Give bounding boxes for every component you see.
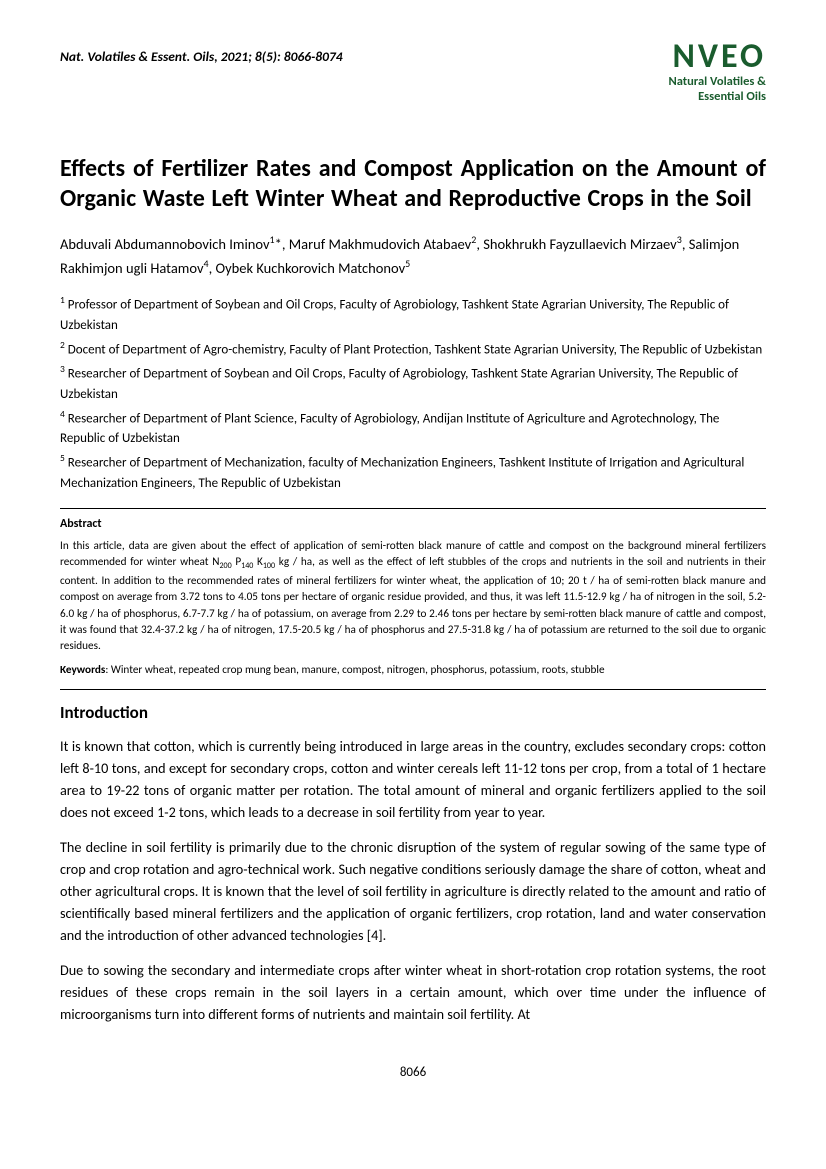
divider-top [60,508,766,509]
journal-reference: Nat. Volatiles & Essent. Oils, 2021; 8(5… [60,40,343,65]
affiliation-item: 1 Professor of Department of Soybean and… [60,293,766,336]
body-paragraph: Due to sowing the secondary and intermed… [60,959,766,1025]
keywords-label: Keywords [60,663,105,677]
logo-subtitle-1: Natural Volatiles & [668,74,766,89]
body-paragraph: The decline in soil fertility is primari… [60,836,766,946]
logo-subtitle-2: Essential Oils [668,89,766,104]
authors-list: Abduvali Abdumannobovich Iminov1*, Maruf… [60,232,766,279]
page-number: 8066 [60,1065,766,1080]
introduction-heading: Introduction [60,702,766,723]
page-header: Nat. Volatiles & Essent. Oils, 2021; 8(5… [60,40,766,104]
keywords-text: : Winter wheat, repeated crop mung bean,… [105,663,604,677]
introduction-body: It is known that cotton, which is curren… [60,735,766,1025]
abstract-text: In this article, data are given about th… [60,538,766,654]
affiliations-list: 1 Professor of Department of Soybean and… [60,293,766,494]
article-title: Effects of Fertilizer Rates and Compost … [60,154,766,214]
affiliation-item: 3 Researcher of Department of Soybean an… [60,362,766,405]
affiliation-item: 5 Researcher of Department of Mechanizat… [60,451,766,494]
keywords-line: Keywords: Winter wheat, repeated crop mu… [60,662,766,678]
body-paragraph: It is known that cotton, which is curren… [60,735,766,823]
divider-bottom [60,689,766,690]
logo-text: NVEO [668,40,766,74]
affiliation-item: 4 Researcher of Department of Plant Scie… [60,407,766,450]
affiliation-item: 2 Docent of Department of Agro-chemistry… [60,338,766,360]
abstract-heading: Abstract [60,517,766,531]
journal-logo: NVEO Natural Volatiles & Essential Oils [668,40,766,104]
